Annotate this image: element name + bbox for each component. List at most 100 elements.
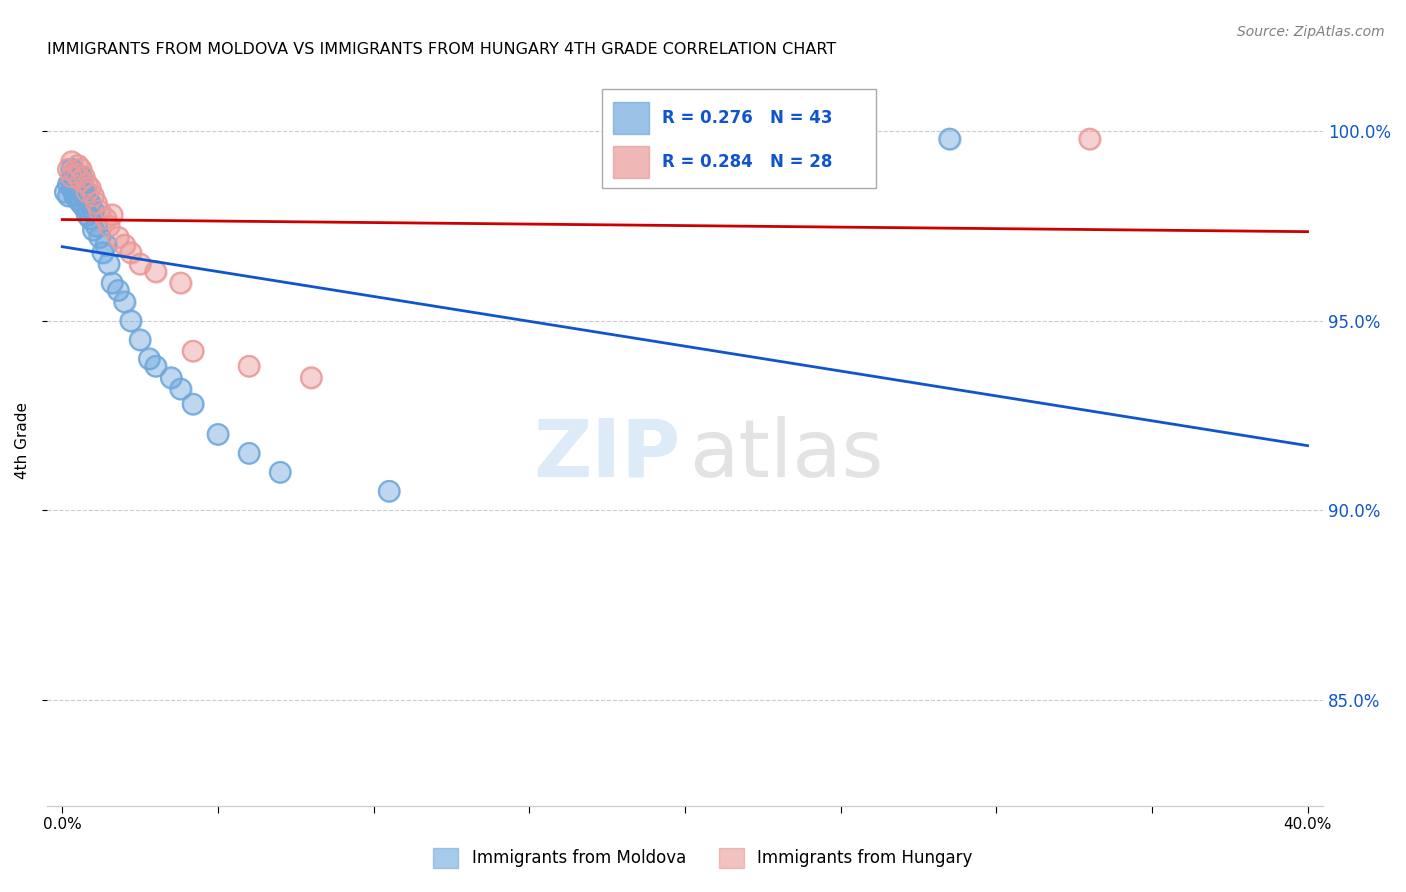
Point	[120, 245, 142, 260]
Point	[60, 154, 83, 169]
Point	[70, 162, 93, 177]
Point	[169, 276, 191, 290]
Point	[73, 169, 96, 184]
Point	[82, 203, 104, 218]
Point	[94, 211, 117, 226]
Point	[97, 219, 120, 233]
Point	[60, 169, 83, 184]
Point	[58, 162, 80, 177]
Point	[145, 264, 167, 278]
Point	[238, 359, 260, 374]
Point	[129, 257, 152, 271]
Point	[66, 174, 89, 188]
Point	[66, 193, 89, 207]
Point	[79, 196, 101, 211]
Point	[89, 230, 111, 244]
Point	[97, 219, 120, 233]
Point	[181, 344, 204, 359]
Point	[107, 230, 129, 244]
Point	[938, 132, 960, 146]
Point	[63, 178, 86, 192]
Point	[94, 238, 117, 252]
Point	[101, 276, 124, 290]
Point	[82, 189, 104, 203]
Point	[58, 189, 80, 203]
Point	[79, 196, 101, 211]
Point	[76, 185, 98, 199]
Point	[114, 238, 136, 252]
Point	[82, 223, 104, 237]
Point	[73, 169, 96, 184]
Point	[58, 178, 80, 192]
Point	[63, 189, 86, 203]
Point	[66, 169, 89, 184]
Point	[160, 370, 183, 384]
Point	[76, 178, 98, 192]
Point	[70, 174, 93, 188]
Point	[107, 284, 129, 298]
Point	[58, 189, 80, 203]
Point	[129, 333, 152, 347]
Point	[938, 132, 960, 146]
Point	[89, 230, 111, 244]
Point	[60, 154, 83, 169]
Point	[70, 181, 93, 195]
Point	[114, 238, 136, 252]
Point	[160, 370, 183, 384]
Point	[63, 166, 86, 180]
Point	[60, 162, 83, 177]
Point	[101, 208, 124, 222]
Point	[138, 351, 160, 366]
Point	[378, 484, 401, 499]
Point	[70, 162, 93, 177]
Point	[73, 200, 96, 214]
Point	[120, 314, 142, 328]
Point	[114, 294, 136, 309]
Point	[238, 446, 260, 460]
Point	[86, 219, 108, 233]
Point	[66, 193, 89, 207]
Point	[60, 162, 83, 177]
Point	[86, 196, 108, 211]
Y-axis label: 4th Grade: 4th Grade	[15, 401, 30, 479]
Point	[73, 200, 96, 214]
Point	[207, 427, 229, 442]
Point	[378, 484, 401, 499]
Point	[79, 181, 101, 195]
Point	[63, 166, 86, 180]
Point	[82, 223, 104, 237]
Point	[94, 238, 117, 252]
Point	[207, 427, 229, 442]
Text: IMMIGRANTS FROM MOLDOVA VS IMMIGRANTS FROM HUNGARY 4TH GRADE CORRELATION CHART: IMMIGRANTS FROM MOLDOVA VS IMMIGRANTS FR…	[46, 42, 837, 57]
Point	[120, 245, 142, 260]
Point	[60, 181, 83, 195]
Point	[70, 174, 93, 188]
Point	[70, 169, 93, 184]
Point	[91, 245, 114, 260]
Point	[145, 359, 167, 374]
Point	[129, 333, 152, 347]
Point	[129, 257, 152, 271]
Point	[76, 193, 98, 207]
Point	[60, 181, 83, 195]
Point	[299, 370, 322, 384]
Point	[169, 382, 191, 396]
Point	[70, 181, 93, 195]
Point	[107, 284, 129, 298]
Text: atlas: atlas	[689, 416, 883, 493]
Point	[66, 181, 89, 195]
Point	[66, 159, 89, 173]
Point	[76, 208, 98, 222]
Point	[63, 189, 86, 203]
Point	[60, 174, 83, 188]
Point	[169, 382, 191, 396]
Text: Source: ZipAtlas.com: Source: ZipAtlas.com	[1237, 25, 1385, 39]
Point	[73, 185, 96, 199]
Point	[63, 178, 86, 192]
Point	[181, 344, 204, 359]
Point	[238, 446, 260, 460]
Point	[86, 219, 108, 233]
Point	[89, 203, 111, 218]
Point	[82, 189, 104, 203]
Point	[73, 185, 96, 199]
